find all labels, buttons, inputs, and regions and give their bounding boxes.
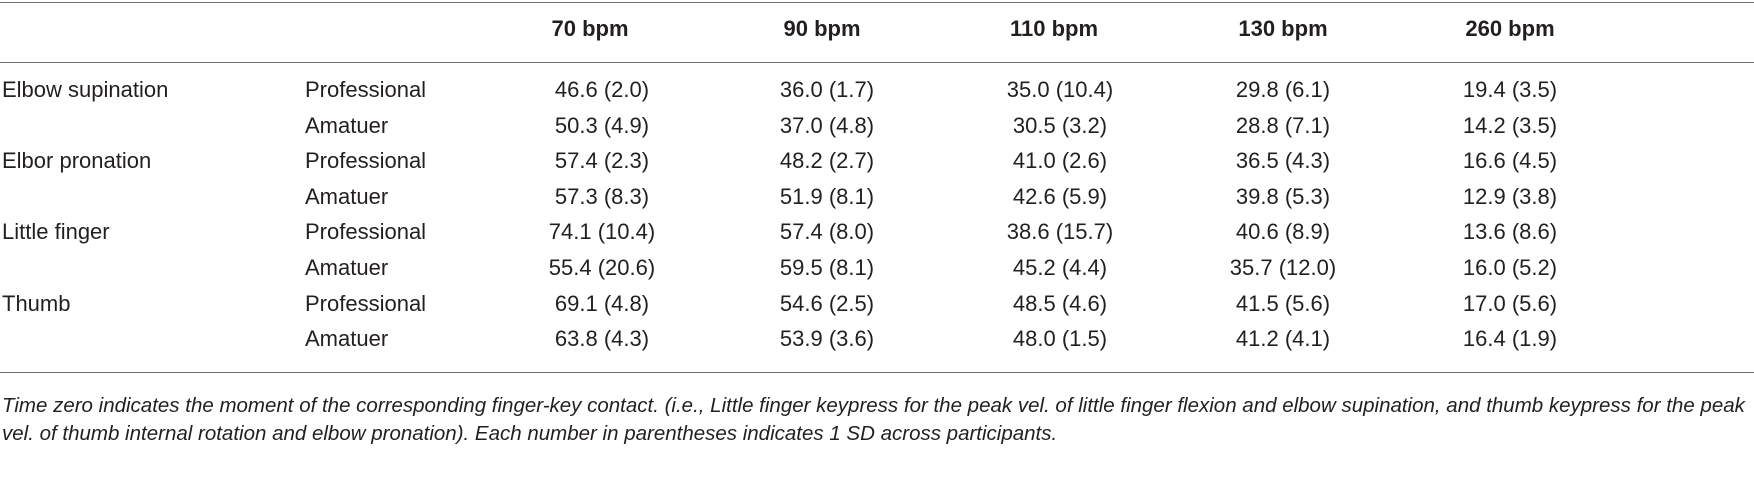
column-header: 110 bpm xyxy=(1009,16,1099,41)
data-cell: 41.2 (4.1) xyxy=(1235,326,1331,352)
data-cell: 57.4 (2.3) xyxy=(554,148,650,174)
data-cell: 45.2 (4.4) xyxy=(1012,255,1108,280)
data-cell: 74.1 (10.4) xyxy=(548,219,656,245)
data-cell: 40.6 (8.9) xyxy=(1235,219,1331,245)
bottom-rule xyxy=(0,372,1754,373)
footnote: Time zero indicates the moment of the co… xyxy=(2,394,1745,445)
level-label: Amatuer xyxy=(305,183,389,209)
level-label: Amatuer xyxy=(305,255,389,280)
group-label: Elbor pronation xyxy=(2,148,152,174)
data-cell: 41.0 (2.6) xyxy=(1012,148,1108,174)
data-cell: 42.6 (5.9) xyxy=(1012,183,1108,209)
data-cell: 36.5 (4.3) xyxy=(1235,148,1331,174)
data-cell: 16.4 (1.9) xyxy=(1462,326,1558,352)
group-label: Little finger xyxy=(2,219,110,245)
data-cell: 53.9 (3.6) xyxy=(779,326,875,352)
level-label: Professional xyxy=(305,219,427,245)
level-label: Professional xyxy=(305,290,427,316)
top-rule xyxy=(0,2,1754,3)
data-cell: 19.4 (3.5) xyxy=(1462,77,1558,102)
data-cell: 63.8 (4.3) xyxy=(554,326,650,352)
column-header: 90 bpm xyxy=(783,16,861,41)
data-cell: 17.0 (5.6) xyxy=(1462,290,1558,316)
column-header: 260 bpm xyxy=(1465,16,1555,41)
group-label: Thumb xyxy=(2,290,71,316)
data-cell: 29.8 (6.1) xyxy=(1235,77,1331,102)
data-cell: 13.6 (8.6) xyxy=(1462,219,1558,245)
level-label: Professional xyxy=(305,148,427,174)
data-cell: 69.1 (4.8) xyxy=(554,290,650,316)
data-cell: 51.9 (8.1) xyxy=(779,183,875,209)
data-cell: 57.3 (8.3) xyxy=(554,183,650,209)
data-cell: 12.9 (3.8) xyxy=(1462,183,1558,209)
data-cell: 48.0 (1.5) xyxy=(1012,326,1108,352)
data-cell: 36.0 (1.7) xyxy=(779,77,875,102)
group-label: Elbow supination xyxy=(2,77,169,102)
data-cell: 39.8 (5.3) xyxy=(1235,183,1331,209)
data-cell: 30.5 (3.2) xyxy=(1012,112,1108,138)
data-cell: 50.3 (4.9) xyxy=(554,112,650,138)
level-label: Professional xyxy=(305,77,427,102)
data-cell: 14.2 (3.5) xyxy=(1462,112,1558,138)
header-rule xyxy=(0,62,1754,63)
data-cell: 46.6 (2.0) xyxy=(554,77,650,102)
data-cell: 41.5 (5.6) xyxy=(1235,290,1331,316)
data-cell: 16.0 (5.2) xyxy=(1462,255,1558,280)
data-cell: 54.6 (2.5) xyxy=(779,290,875,316)
data-cell: 35.7 (12.0) xyxy=(1229,255,1337,280)
data-cell: 16.6 (4.5) xyxy=(1462,148,1558,174)
data-cell: 48.2 (2.7) xyxy=(779,148,875,174)
data-cell: 37.0 (4.8) xyxy=(779,112,875,138)
data-cell: 55.4 (20.6) xyxy=(548,255,656,280)
data-cell: 35.0 (10.4) xyxy=(1006,77,1114,102)
column-header: 70 bpm xyxy=(551,16,629,41)
data-cell: 57.4 (8.0) xyxy=(779,219,875,245)
level-label: Amatuer xyxy=(305,112,389,138)
data-cell: 48.5 (4.6) xyxy=(1012,290,1108,316)
level-label: Amatuer xyxy=(305,326,389,352)
data-cell: 59.5 (8.1) xyxy=(779,255,875,280)
data-cell: 38.6 (15.7) xyxy=(1006,219,1114,245)
data-cell: 28.8 (7.1) xyxy=(1235,112,1331,138)
column-header: 130 bpm xyxy=(1238,16,1328,41)
